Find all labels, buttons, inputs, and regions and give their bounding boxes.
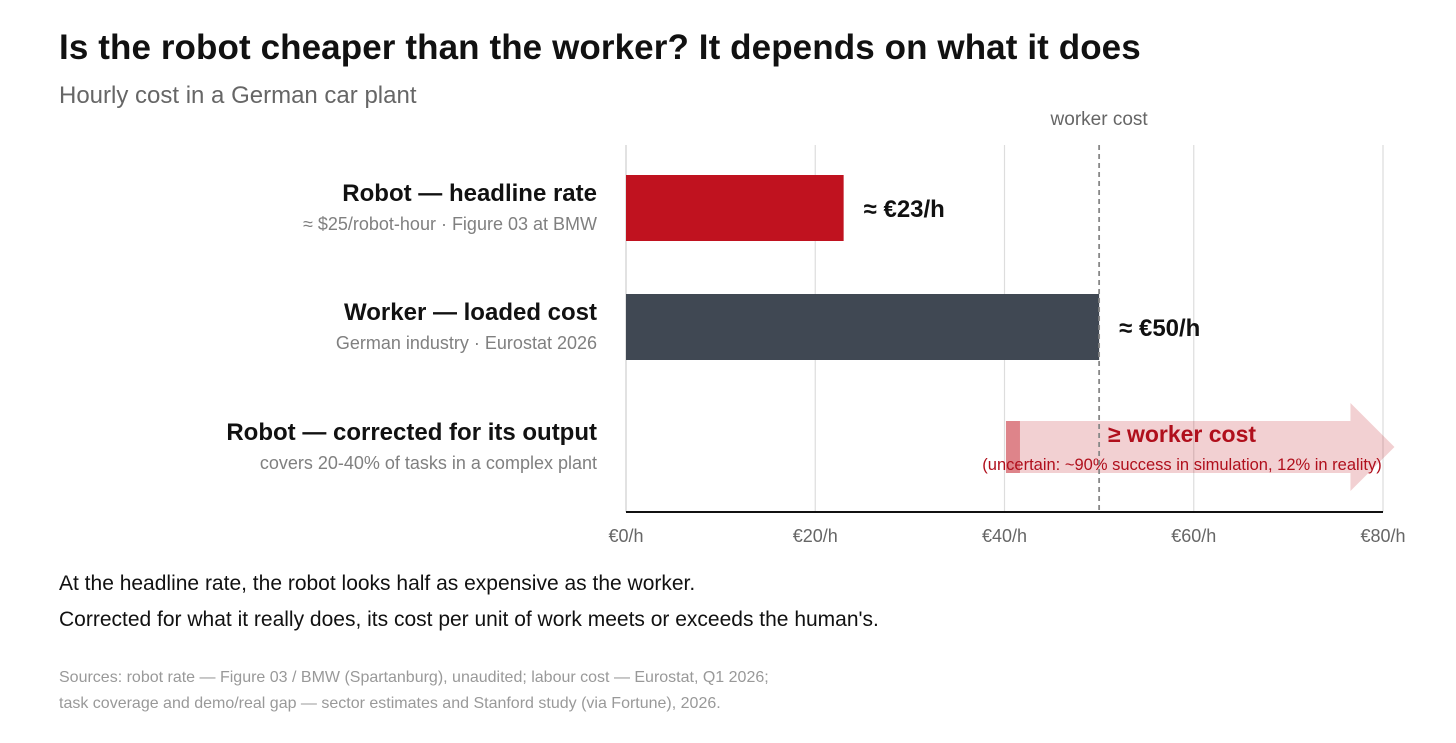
- category-sublabel: covers 20-40% of tasks in a complex plan…: [260, 453, 597, 473]
- takeaway-line-1: At the headline rate, the robot looks ha…: [59, 572, 696, 595]
- category-label: Robot — corrected for its output: [226, 419, 597, 446]
- bars: ≈ €23/h ≈ €50/h ≥ worker cost (uncertain: ~…: [626, 175, 1395, 491]
- range-start-marker: [1005, 421, 1020, 473]
- x-tick-label: €60/h: [1171, 526, 1216, 546]
- x-tick-label: €0/h: [608, 526, 643, 546]
- reference-line-group: worker cost: [1050, 109, 1149, 512]
- category-labels: Robot — headline rate ≈ $25/robot-hour · …: [226, 180, 597, 473]
- chart-title: Is the robot cheaper than the worker? It…: [59, 28, 1141, 67]
- bar-chart: ≈ €23/h ≈ €50/h ≥ worker cost (uncertain: ~…: [226, 109, 1406, 546]
- category-label: Worker — loaded cost: [344, 299, 597, 326]
- bar-value-label: ≈ €50/h: [1119, 315, 1200, 342]
- reference-line-label: worker cost: [1050, 109, 1149, 130]
- category-sublabel: German industry · Eurostat 2026: [336, 333, 597, 353]
- chart-subtitle: Hourly cost in a German car plant: [59, 82, 417, 109]
- uncertain-range-arrow: [1005, 403, 1395, 491]
- bar-value-label: ≈ €23/h: [864, 196, 945, 223]
- bar: [626, 175, 844, 241]
- x-tick-label: €80/h: [1360, 526, 1405, 546]
- range-note: (uncertain: ~90% success in simulation, …: [982, 456, 1381, 474]
- takeaway-line-2: Corrected for what it really does, its c…: [59, 608, 879, 631]
- range-value-label: ≥ worker cost: [1108, 421, 1256, 447]
- x-axis: €0/h €20/h €40/h €60/h €80/h: [608, 511, 1406, 546]
- bar: [626, 294, 1100, 360]
- category-label: Robot — headline rate: [342, 180, 597, 207]
- category-sublabel: ≈ $25/robot-hour · Figure 03 at BMW: [303, 214, 597, 234]
- x-tick-label: €20/h: [793, 526, 838, 546]
- sources-line-2: task coverage and demo/real gap — sector…: [59, 695, 721, 712]
- x-tick-label: €40/h: [982, 526, 1027, 546]
- sources-line-1: Sources: robot rate — Figure 03 / BMW (S…: [59, 669, 769, 686]
